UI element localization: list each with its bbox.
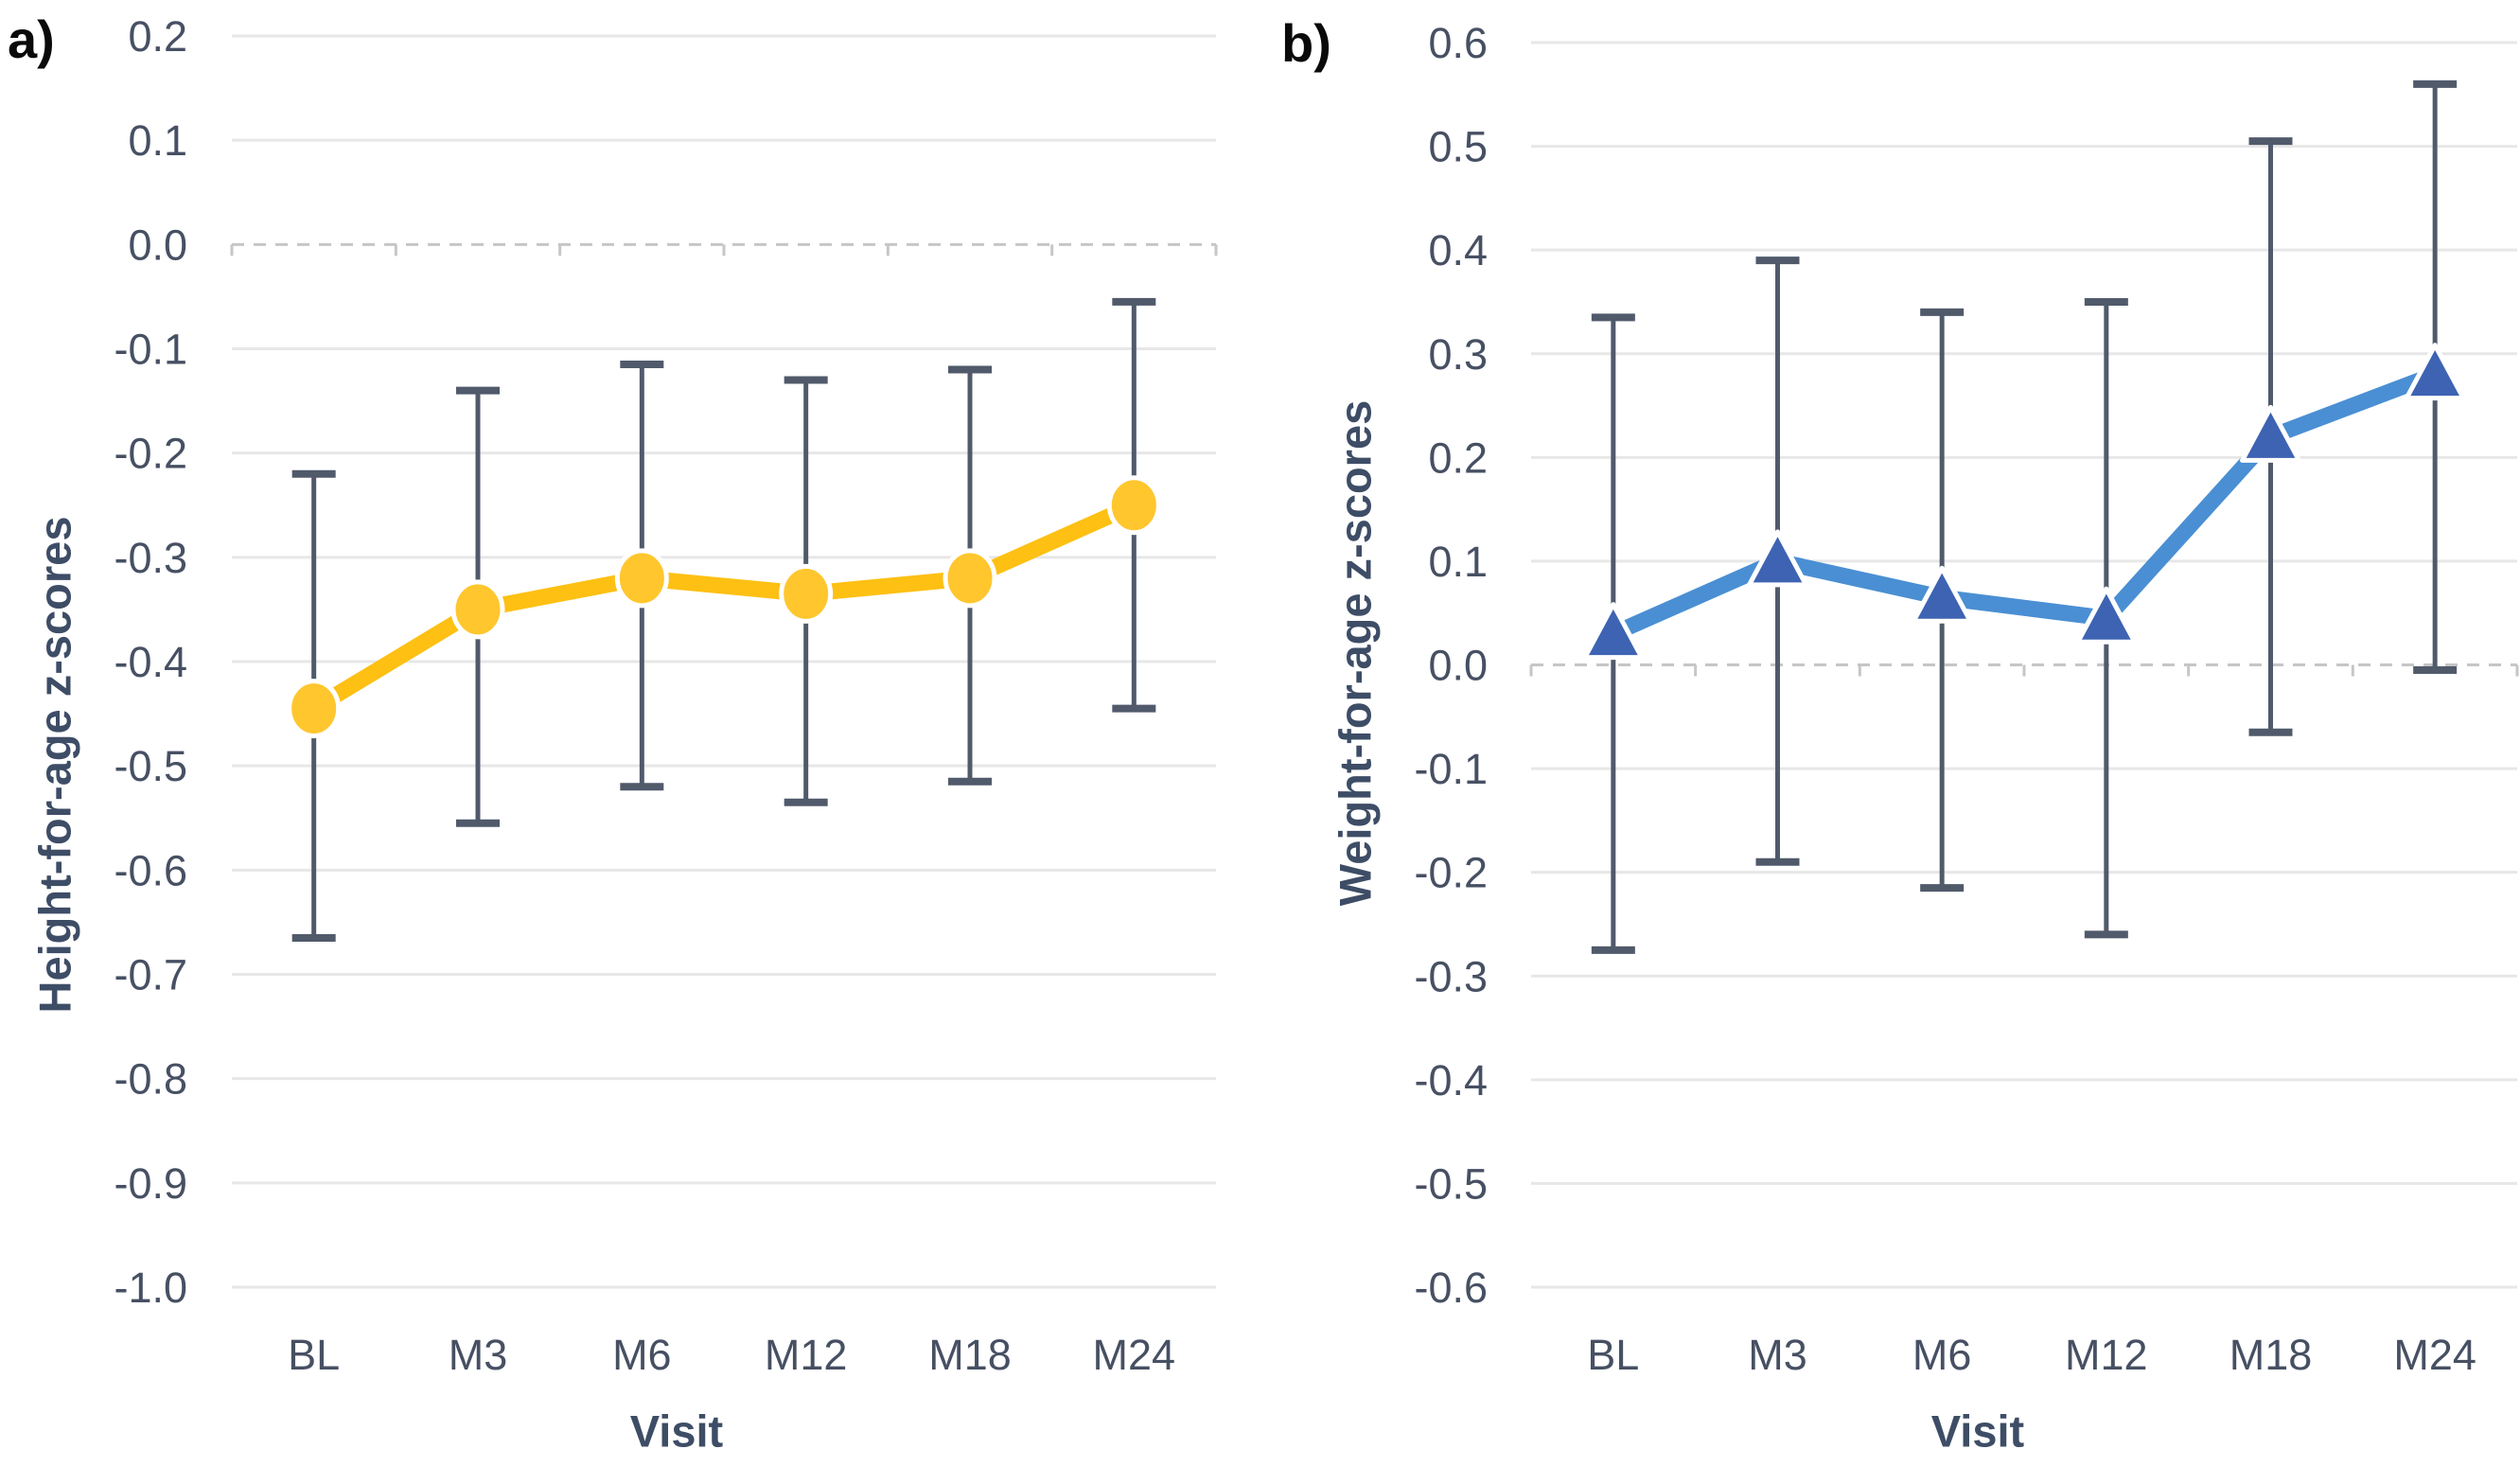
y-tick-label-0.0: 0.0 (128, 221, 187, 269)
x-tick-label-BL: BL (288, 1331, 340, 1379)
panel-a-x-axis-title: Visit (629, 1405, 724, 1457)
y-tick-label--0.6: -0.6 (1414, 1264, 1488, 1312)
x-tick-label-BL: BL (1587, 1331, 1639, 1379)
data-point-M12 (2075, 586, 2138, 645)
y-tick-label-0.5: 0.5 (1428, 123, 1488, 171)
chart-panel-b: 0.6 0.5 0.4 0.3 0.2 0.1 0.0 -0.1 -0.2 -0.3 -0.4 -0.… (1414, 19, 2519, 1379)
x-tick-label-M18: M18 (928, 1331, 1012, 1379)
data-point-M12 (779, 563, 834, 624)
y-tick-label-0.4: 0.4 (1428, 226, 1488, 274)
y-tick-label--0.5: -0.5 (1414, 1159, 1488, 1208)
y-tick-label--0.6: -0.6 (114, 846, 187, 894)
y-tick-label-0.6: 0.6 (1428, 19, 1488, 67)
y-tick-label--0.9: -0.9 (114, 1159, 187, 1208)
x-tick-label-M24: M24 (2393, 1331, 2476, 1379)
x-tick-label-M24: M24 (1093, 1331, 1176, 1379)
x-tick-label-M3: M3 (449, 1331, 508, 1379)
y-tick-label--0.3: -0.3 (1414, 952, 1488, 1000)
y-tick-label-0.1: 0.1 (128, 116, 187, 165)
y-tick-label-0.2: 0.2 (1428, 433, 1488, 482)
y-tick-label-0.1: 0.1 (1428, 538, 1488, 586)
data-point-BL (1582, 602, 1645, 661)
y-tick-label--0.3: -0.3 (114, 534, 187, 582)
x-tick-label-M6: M6 (1912, 1331, 1972, 1379)
data-point-M24 (2404, 343, 2466, 401)
y-tick-label--0.8: -0.8 (114, 1055, 187, 1104)
y-tick-label--0.2: -0.2 (1414, 849, 1488, 897)
data-point-M18 (943, 548, 997, 609)
y-tick-label--0.4: -0.4 (1414, 1056, 1488, 1105)
x-tick-label-M12: M12 (765, 1331, 848, 1379)
data-point-M18 (2240, 404, 2301, 463)
data-point-M3 (450, 579, 505, 640)
x-tick-label-M3: M3 (1748, 1331, 1807, 1379)
panel-a-y-axis-title: Height-for-age z-scores (29, 516, 80, 1014)
panel-b-x-axis-title: Visit (1930, 1405, 2025, 1457)
x-tick-label-M18: M18 (2229, 1331, 2313, 1379)
y-tick-label--1.0: -1.0 (114, 1264, 187, 1312)
series-line-a (306, 497, 1142, 717)
y-tick-label--0.5: -0.5 (114, 742, 187, 790)
data-point-M24 (1106, 475, 1161, 536)
series-line-b (1605, 366, 2443, 643)
y-tick-label-0.2: 0.2 (128, 12, 187, 61)
y-tick-label--0.1: -0.1 (1414, 745, 1488, 793)
panel-a-label: a) (8, 9, 55, 69)
chart-panel-a: 0.2 0.1 0.0 -0.1 -0.2 -0.3 -0.4 -0.5 -0.6 -0.7 -0.… (114, 12, 1218, 1379)
data-point-M6 (1911, 565, 1973, 624)
x-tick-label-M12: M12 (2065, 1331, 2148, 1379)
data-point-BL (287, 679, 342, 739)
x-tick-label-M6: M6 (612, 1331, 672, 1379)
panel-b-y-axis-title: Weight-for-age z-scores (1330, 399, 1381, 907)
panel-b-label: b) (1281, 13, 1331, 73)
y-tick-label--0.2: -0.2 (114, 430, 187, 478)
y-tick-label--0.7: -0.7 (114, 951, 187, 999)
data-point-M6 (614, 548, 669, 609)
y-tick-label-0.0: 0.0 (1428, 642, 1488, 690)
y-tick-label-0.3: 0.3 (1428, 330, 1488, 379)
y-tick-label--0.4: -0.4 (114, 638, 187, 686)
y-tick-label--0.1: -0.1 (114, 326, 187, 374)
data-point-M3 (1747, 529, 1808, 588)
